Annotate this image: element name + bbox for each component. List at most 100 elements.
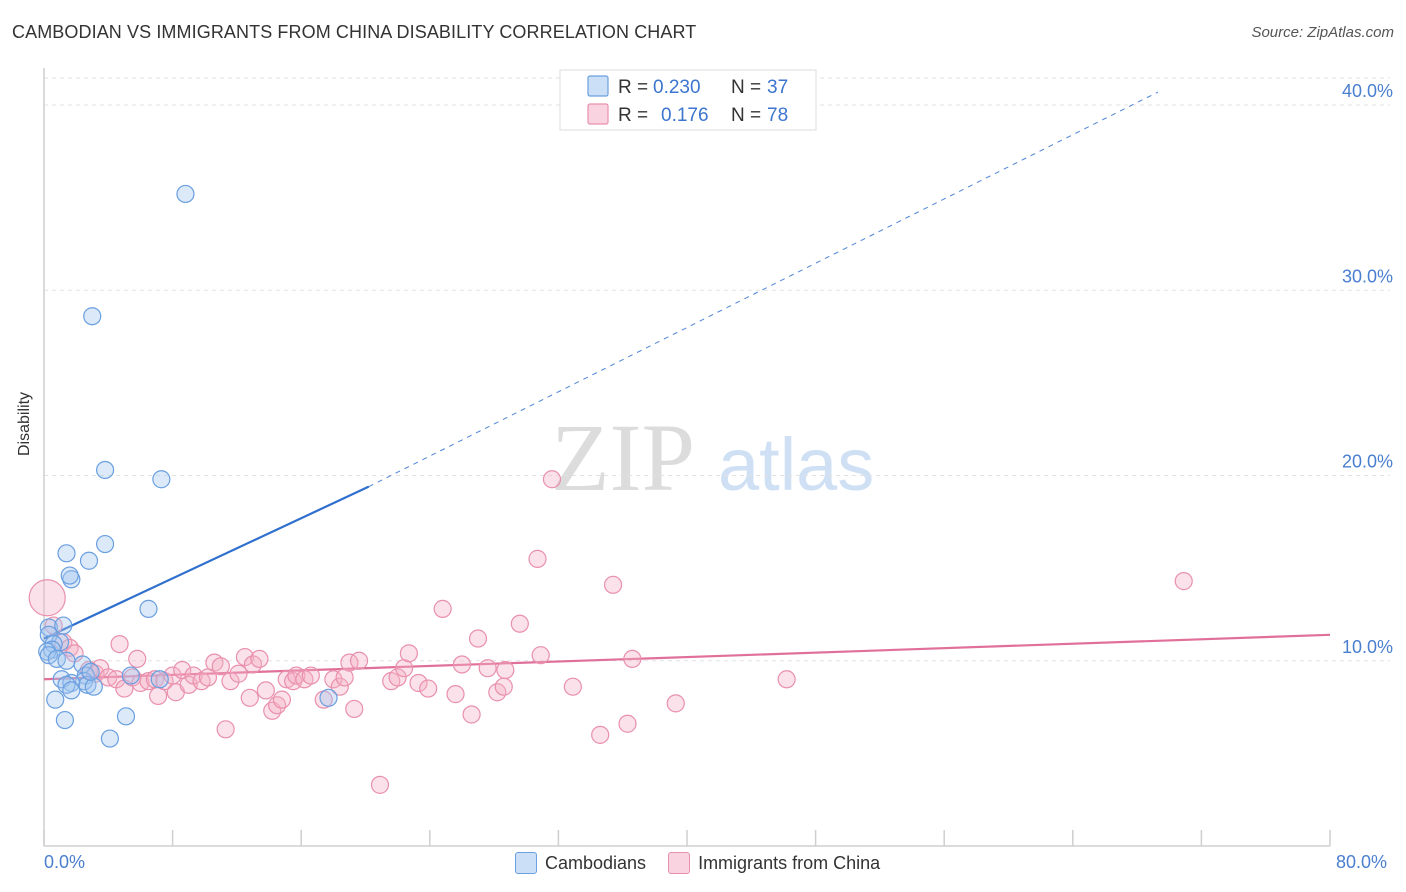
point-china-40 [284,672,303,691]
point-china-63 [478,659,497,678]
point-china-35 [256,681,275,700]
point-china-76 [666,694,685,713]
legend-bottom-swatch-china [668,852,691,874]
point-cambodians-33 [116,707,136,726]
legend-swatch-china [587,103,609,125]
point-china-58 [433,599,452,618]
legend-item-cambodians: Cambodians [515,852,646,874]
point-cambodians-35 [319,688,338,707]
point-china-78 [1174,572,1193,591]
point-china-59 [446,685,465,704]
chart-title: CAMBODIAN VS IMMIGRANTS FROM CHINA DISAB… [12,22,697,42]
point-china-51 [370,775,390,794]
point-china-37 [267,696,287,715]
point-china-62 [468,629,488,648]
y-tick-label-2: 30.0% [1342,266,1393,286]
legend-n-value-1: 37 [767,77,788,98]
point-china-60 [452,655,472,674]
legend-label-cambodians: Cambodians [545,852,647,873]
point-cambodians-32 [55,710,74,730]
legend-top: R = 0.230 N = 37 R = 0.176 N = 78 [559,69,817,131]
point-china-70 [542,470,562,489]
point-china-32 [240,688,259,707]
y-tick-labels: 10.0% 20.0% 30.0% 40.0% [1342,81,1393,657]
legend-r-value-2: 0.176 [661,105,709,126]
point-china-69 [531,646,550,665]
point-china-30 [229,664,248,683]
y-tick-label-3: 40.0% [1342,81,1393,101]
point-cambodians-8 [60,566,79,585]
point-cambodians-3 [152,470,171,489]
point-china-28 [216,720,235,739]
point-cambodians-28 [62,681,81,700]
point-china-55 [399,644,419,663]
x-tick-label-min: 0.0% [44,852,86,872]
point-china-49 [345,699,364,719]
x-tick-label-max: 80.0% [1336,852,1388,872]
point-china-57 [419,679,438,698]
watermark-atlas: atlas [718,423,874,506]
point-china-72 [591,725,610,744]
legend-bottom: Cambodians Immigrants from China [515,852,902,874]
point-china-50 [349,651,369,670]
legend-n-value-2: 78 [767,105,788,126]
legend-r-label-2: R = [618,105,648,126]
legend-r-value-1: 0.230 [653,77,701,98]
point-china-77 [777,670,796,689]
chart-source: Source: ZipAtlas.com [1251,24,1394,41]
point-china-61 [462,705,481,724]
point-cambodians-25 [57,675,76,694]
point-china-68 [528,549,547,568]
point-cambodians-27 [84,677,103,696]
y-tick-label-1: 20.0% [1342,452,1393,472]
point-cambodians-1 [83,307,102,326]
point-cambodians-6 [79,551,99,570]
point-china-73 [603,575,623,594]
point-cambodians-10 [39,618,58,637]
data-points [28,184,1193,794]
point-cambodians-29 [121,666,140,685]
trend-line-cambodians [43,485,370,640]
legend-item-china: Immigrants from China [668,852,880,874]
y-tick-label-0: 10.0% [1342,637,1393,657]
point-cambodians-31 [46,690,65,709]
point-china-15 [139,672,158,691]
point-cambodians-30 [150,670,169,689]
point-china-71 [563,677,582,696]
legend-label-china: Immigrants from China [698,852,881,873]
point-cambodians-5 [57,544,76,563]
point-china-65 [494,677,513,696]
point-cambodians-9 [139,599,158,618]
point-china-67 [510,614,529,633]
point-china-45 [324,670,343,689]
point-cambodians-36 [81,662,100,681]
point-china-0 [28,579,66,617]
legend-n-label-2: N = [731,105,761,126]
point-cambodians-0 [176,184,195,204]
point-china-53 [388,668,407,687]
point-china-46 [330,677,349,696]
watermark-zip: ZIP [551,404,695,511]
point-china-74 [618,714,637,733]
point-china-39 [277,670,296,689]
point-china-34 [250,649,269,669]
point-china-43 [301,666,320,685]
axes [43,68,1331,847]
legend-r-label-1: R = [618,77,648,98]
trend-line-china [43,633,1331,681]
legend-n-label-1: N = [731,77,761,98]
point-china-27 [211,657,230,676]
trend-lines [43,91,1331,681]
legend-swatch-cambodians [587,75,609,97]
point-china-56 [409,673,428,693]
point-china-66 [496,660,515,680]
point-china-13 [128,649,147,669]
legend-bottom-swatch-cambodians [515,852,537,874]
point-china-75 [623,649,642,669]
point-cambodians-34 [100,729,120,748]
trend-line-cambodians-extension [368,91,1159,488]
point-cambodians-4 [95,534,115,554]
point-china-38 [272,690,292,709]
point-china-10 [110,634,129,654]
